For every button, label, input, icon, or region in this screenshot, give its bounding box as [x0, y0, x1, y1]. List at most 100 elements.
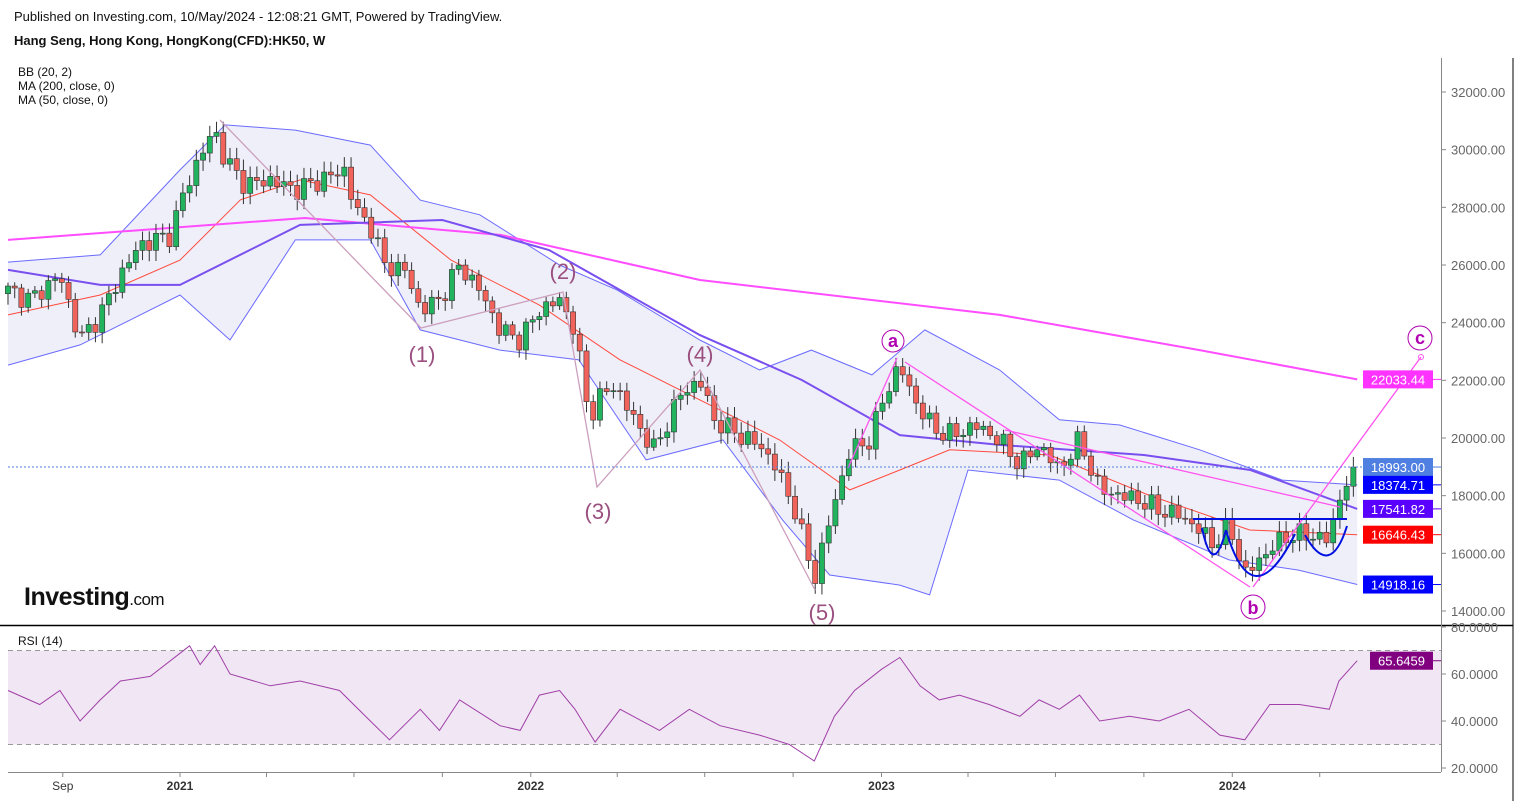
- rsi-tick-label: 20.0000: [1451, 761, 1498, 776]
- candle: [45, 275, 52, 310]
- candle-body: [684, 392, 691, 396]
- candle: [166, 223, 173, 254]
- candle: [603, 381, 610, 396]
- candle-body: [428, 296, 435, 315]
- candle: [220, 121, 227, 168]
- candle-body: [321, 171, 328, 192]
- candle: [455, 259, 462, 275]
- price-tick-label: 22000.00: [1451, 373, 1505, 388]
- candle-body: [1148, 494, 1155, 510]
- candle-body: [52, 278, 58, 281]
- candle: [778, 459, 785, 483]
- candle: [630, 401, 637, 426]
- candle-body: [1094, 474, 1101, 477]
- candle-body: [953, 423, 960, 437]
- candle-body: [1020, 450, 1027, 470]
- candle-body: [307, 178, 314, 182]
- candle: [946, 416, 953, 448]
- candle-body: [179, 192, 186, 211]
- wave-label-b-circle: [1240, 594, 1266, 620]
- candle: [442, 292, 449, 311]
- candle-body: [637, 414, 644, 429]
- candle-body: [1310, 538, 1316, 541]
- candle-body: [691, 380, 698, 393]
- candle-body: [1027, 450, 1034, 458]
- rsi-line: [7, 644, 1358, 762]
- candle-body: [388, 262, 395, 277]
- rsi-tick-label: 60.0000: [1451, 667, 1498, 682]
- candle-body: [11, 285, 18, 289]
- candle: [1148, 485, 1155, 520]
- indicator-bb: BB (20, 2): [18, 65, 73, 79]
- candle-body: [1088, 455, 1094, 476]
- candle: [428, 290, 435, 325]
- candle: [388, 253, 395, 287]
- candle-body: [677, 394, 684, 400]
- chart-title: Hang Seng, Hong Kong, HongKong(CFD):HK50…: [14, 33, 326, 48]
- candle: [1209, 517, 1215, 558]
- wave-label-c-circle: [1407, 325, 1433, 351]
- candle: [502, 320, 509, 342]
- candle-body: [1182, 517, 1189, 520]
- candle-body: [919, 402, 926, 420]
- candle: [72, 292, 79, 338]
- candle-body: [516, 334, 523, 351]
- candle: [637, 405, 644, 438]
- candle: [253, 166, 260, 191]
- candle: [677, 385, 684, 411]
- candle-body: [617, 390, 624, 393]
- candle-body: [119, 267, 126, 293]
- candle-body: [153, 232, 159, 251]
- price-value-label: 18374.71: [1371, 478, 1425, 493]
- candle: [745, 420, 751, 449]
- candle: [704, 376, 711, 402]
- candle: [146, 231, 153, 262]
- price-value-badge: [1363, 575, 1433, 594]
- candle-body: [442, 298, 449, 301]
- rsi-tick-label: 80.0000: [1451, 620, 1498, 635]
- candle: [1249, 556, 1256, 582]
- wave-label-a: a: [888, 331, 899, 351]
- candle-body: [139, 240, 146, 251]
- candle-body: [731, 417, 738, 434]
- candle-body: [879, 402, 886, 412]
- candle: [798, 508, 805, 530]
- candle-body: [1242, 560, 1249, 568]
- candle: [247, 166, 254, 205]
- candle-body: [839, 475, 846, 500]
- candle: [327, 161, 334, 184]
- candle: [179, 182, 186, 218]
- candle-body: [556, 297, 563, 307]
- candle-body: [496, 312, 502, 336]
- candle-body: [993, 435, 1000, 445]
- candle-body: [1256, 557, 1263, 571]
- price-tick-label: 20000.00: [1451, 431, 1505, 446]
- candle: [482, 285, 489, 312]
- candle-body: [435, 296, 442, 300]
- rsi-value-label: 65.6459: [1378, 654, 1425, 669]
- candle-body: [334, 174, 341, 177]
- candle-body: [1034, 449, 1041, 458]
- wave-label-4: (4): [687, 342, 714, 367]
- candle: [1189, 508, 1195, 533]
- time-tick-label: 2022: [517, 779, 544, 793]
- candle-body: [314, 180, 321, 192]
- candle-body: [227, 158, 233, 165]
- candle: [408, 262, 415, 294]
- candle-body: [610, 390, 617, 393]
- candle: [597, 381, 603, 427]
- candle-body: [1074, 431, 1081, 460]
- candle: [449, 263, 455, 309]
- ma200-line: [7, 216, 1358, 381]
- candle-body: [926, 412, 933, 420]
- candle: [5, 282, 11, 305]
- right-shoulder-arc: [1304, 525, 1348, 557]
- candle: [422, 294, 428, 323]
- candle-body: [1041, 447, 1047, 451]
- candle: [139, 231, 146, 261]
- candle-body: [1081, 431, 1088, 457]
- candle: [523, 318, 529, 360]
- candle-body: [401, 261, 408, 271]
- candle-body: [1316, 531, 1323, 540]
